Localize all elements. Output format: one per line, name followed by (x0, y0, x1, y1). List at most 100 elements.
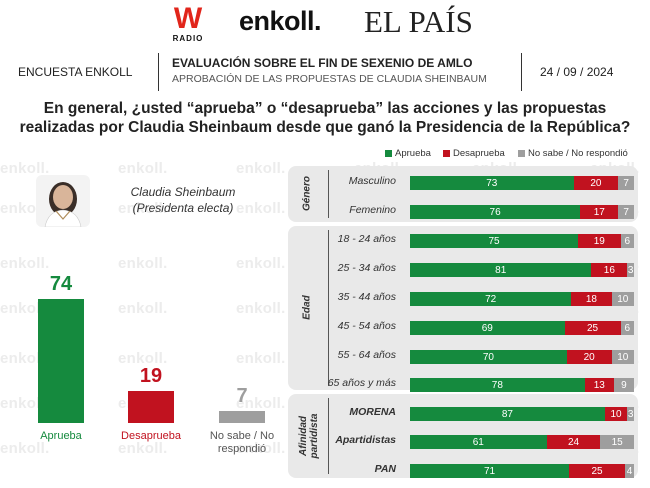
divider-party (328, 398, 329, 474)
segment-value: 10 (617, 293, 629, 305)
survey-label: ENCUESTA ENKOLL (18, 65, 133, 79)
segment-unknown: 4 (625, 464, 634, 478)
overall-value-approve: 74 (49, 273, 73, 295)
enkoll-watermark: enkoll. (118, 200, 168, 217)
enkoll-watermark: enkoll. (236, 440, 286, 457)
legend-label-disapprove: Desaprueba (453, 148, 505, 159)
row-label: 18 - 24 años (337, 233, 396, 245)
header-divider-left (158, 53, 159, 91)
row-label: 65 años y más (327, 377, 396, 389)
segment-approve: 72 (410, 292, 572, 306)
overall-value-disapprove: 19 (139, 365, 163, 388)
enkoll-watermark: enkoll. (0, 395, 50, 412)
segment-value: 73 (486, 177, 498, 189)
segment-value: 16 (603, 264, 615, 276)
stacked-bar: 70 20 10 (410, 350, 634, 364)
group-title-1: Edad (301, 295, 313, 320)
enkoll-watermark: enkoll. (0, 255, 50, 272)
enkoll-watermark: enkoll. (118, 160, 168, 177)
segment-value: 3 (627, 264, 634, 276)
segment-value: 10 (617, 351, 629, 363)
segment-disapprove: 24 (546, 435, 601, 449)
enkoll-watermark: enkoll. (0, 160, 50, 177)
row-label: MORENA (349, 406, 396, 418)
legend-label-approve: Aprueba (395, 148, 431, 159)
segment-value: 17 (593, 206, 605, 218)
stacked-bar: 71 25 4 (410, 464, 634, 478)
segment-value: 7 (623, 177, 629, 189)
segment-value: 15 (611, 436, 623, 448)
stacked-bar: 87 10 3 (410, 407, 634, 421)
segment-value: 81 (495, 264, 507, 276)
segment-unknown: 6 (620, 234, 634, 248)
enkoll-watermark: enkoll. (0, 350, 50, 367)
segment-unknown: 6 (620, 321, 634, 335)
enkoll-watermark: enkoll. (0, 440, 50, 457)
segment-unknown: 9 (613, 378, 634, 392)
row-label: Femenino (349, 204, 396, 216)
segment-value: 24 (567, 436, 580, 448)
segment-value: 72 (485, 293, 497, 305)
segment-value: 87 (501, 408, 513, 420)
segment-value: 6 (624, 235, 631, 247)
group-title-2: Afinidad partidista (298, 413, 320, 459)
segment-unknown: 3 (627, 407, 634, 421)
segment-unknown: 10 (611, 350, 634, 364)
segment-unknown: 7 (618, 205, 634, 219)
segment-disapprove: 19 (578, 234, 621, 248)
stacked-bar: 81 16 3 (410, 263, 634, 277)
legend-label-unknown: No sabe / No respondió (528, 148, 628, 159)
row-label: PAN (374, 463, 396, 475)
overall-label-approve: Aprueba (40, 430, 82, 442)
segment-approve: 76 (410, 205, 581, 219)
segment-value: 20 (583, 351, 595, 363)
overall-label-unknown: No sabe / No respondió (209, 430, 275, 455)
row-label: 35 - 44 años (337, 291, 396, 303)
stacked-bar: 75 19 6 (410, 234, 634, 248)
segment-approve: 70 (410, 350, 567, 364)
enkoll-watermark: enkoll. (118, 440, 168, 457)
segment-disapprove: 20 (566, 350, 612, 364)
segment-value: 71 (483, 465, 496, 477)
question-line-2: realizadas por Claudia Sheinbaum desde q… (19, 119, 631, 136)
enkoll-watermark: enkoll. (236, 255, 286, 272)
divider-gender (328, 170, 329, 218)
w-radio-logo-letter: W (173, 2, 203, 35)
overall-bar-unknown (219, 411, 265, 423)
segment-value: 4 (626, 465, 633, 477)
segment-value: 76 (489, 206, 501, 218)
legend-swatch-unknown (518, 150, 525, 157)
segment-approve: 81 (410, 263, 592, 277)
segment-value: 25 (586, 322, 599, 334)
panel-age (288, 226, 638, 390)
segment-value: 13 (593, 379, 605, 391)
enkoll-watermark: enkoll. (0, 300, 50, 317)
segment-disapprove: 25 (569, 464, 626, 478)
segment-approve: 61 (410, 435, 547, 449)
enkoll-watermark: enkoll. (118, 300, 168, 317)
enkoll-logo: enkoll. (239, 6, 322, 36)
segment-value: 20 (590, 177, 602, 189)
enkoll-watermark: enkoll. (118, 350, 168, 367)
overall-bar-approve (38, 299, 84, 423)
segment-disapprove: 20 (573, 176, 619, 190)
segment-disapprove: 25 (564, 321, 621, 335)
segment-unknown: 3 (627, 263, 634, 277)
segment-approve: 73 (410, 176, 574, 190)
row-label: 55 - 64 años (337, 349, 396, 361)
stacked-bar: 72 18 10 (410, 292, 634, 306)
stacked-bar: 61 24 15 (410, 435, 634, 449)
segment-value: 61 (472, 436, 484, 448)
segment-value: 18 (585, 293, 597, 305)
el-pais-logo: EL PAÍS (364, 4, 473, 39)
survey-date: 24 / 09 / 2024 (540, 65, 614, 79)
segment-approve: 78 (410, 378, 585, 392)
row-label: 25 - 34 años (337, 262, 396, 274)
segment-approve: 69 (410, 321, 565, 335)
segment-disapprove: 13 (584, 378, 614, 392)
segment-approve: 71 (410, 464, 570, 478)
segment-value: 6 (624, 322, 631, 334)
segment-value: 7 (623, 206, 629, 218)
row-label: Apartidistas (335, 434, 396, 446)
legend-item-approve: Aprueba (385, 148, 431, 159)
